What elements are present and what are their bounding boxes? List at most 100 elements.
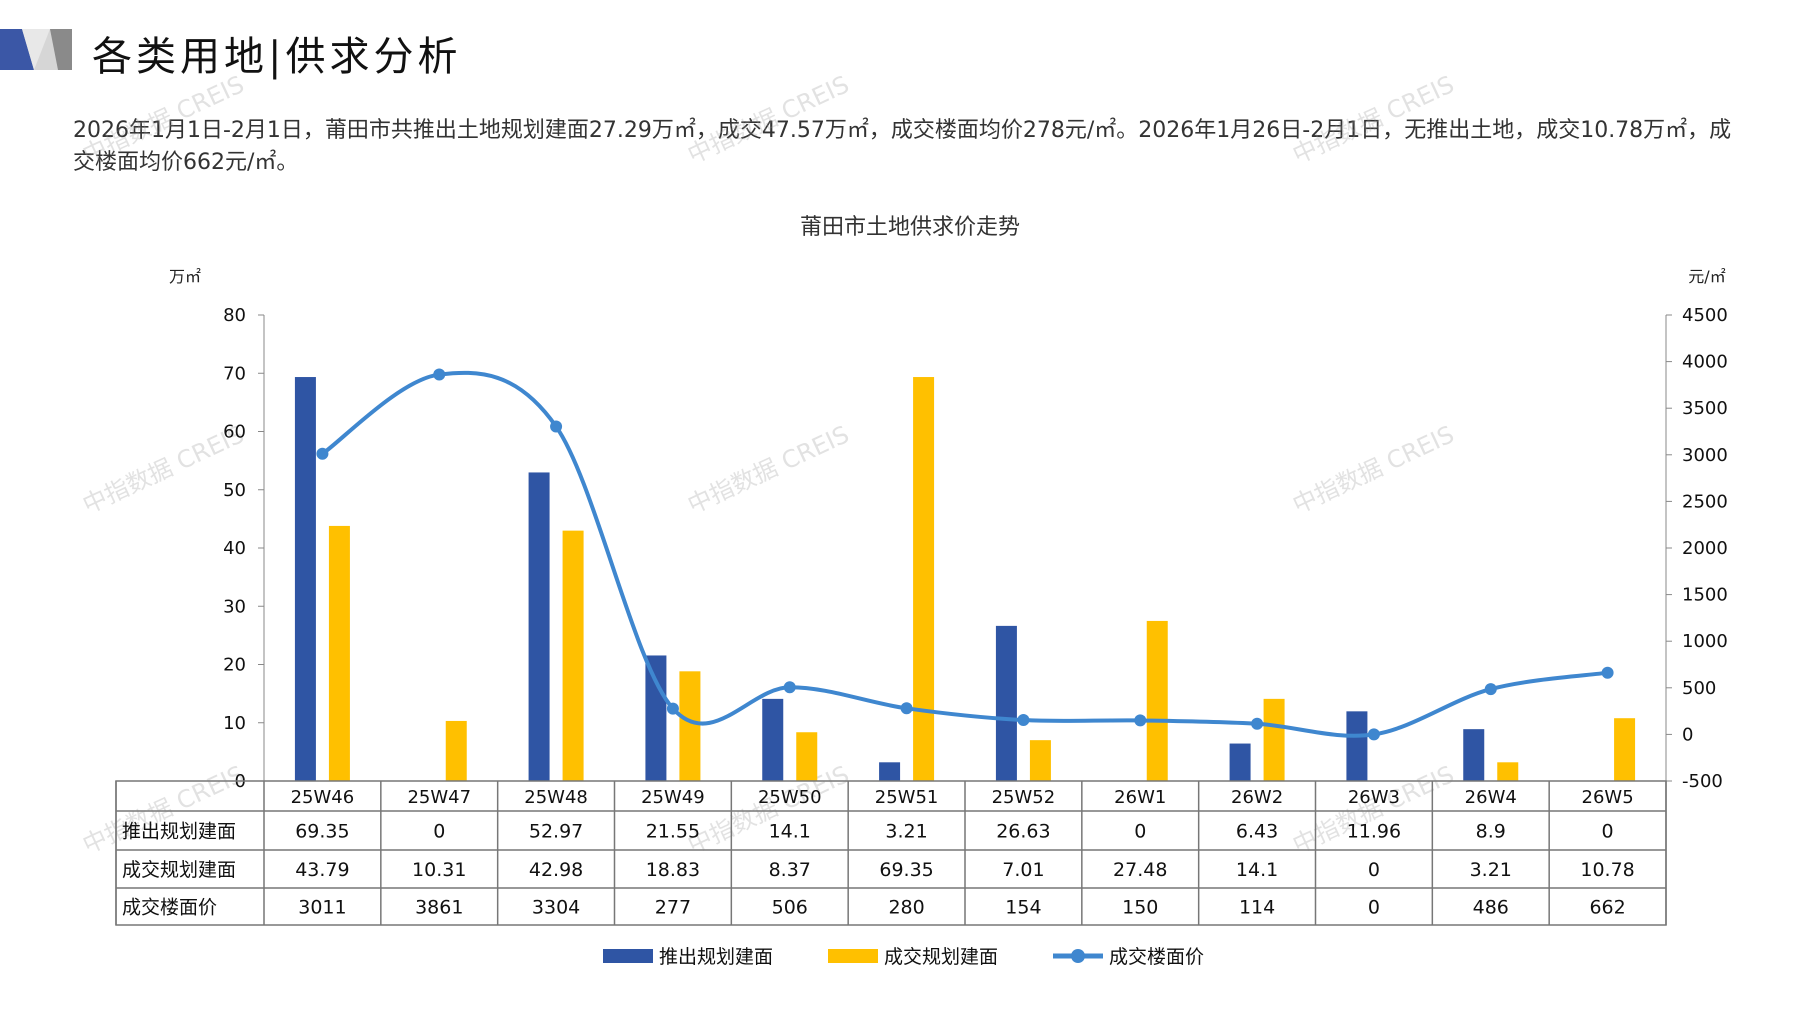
- table-cell: 11.96: [1347, 821, 1401, 843]
- bar-supply: [762, 698, 784, 781]
- left-axis-unit: 万㎡: [169, 267, 201, 286]
- table-cell: 150: [1122, 897, 1158, 919]
- page-title: 各类用地|供求分析: [92, 34, 462, 80]
- header-decoration-icon: [0, 29, 72, 70]
- table-cell: 18.83: [646, 859, 700, 881]
- price-point: [1134, 714, 1147, 727]
- category-label: 25W50: [758, 787, 822, 808]
- summary-text: 2026年1月1日-2月1日，莆田市共推出土地规划建面27.29万㎡，成交47.…: [73, 118, 1732, 175]
- left-axis-tick-label: 70: [223, 363, 246, 384]
- price-line: [321, 370, 1608, 738]
- price-point: [900, 702, 913, 715]
- left-axis-tick-label: 20: [223, 655, 246, 676]
- bar-supply: [1463, 729, 1485, 781]
- right-axis-tick-label: 2000: [1682, 538, 1728, 559]
- price-point: [1484, 683, 1497, 696]
- left-axis-tick-label: 40: [223, 538, 246, 559]
- price-point: [316, 447, 329, 460]
- bar-deal: [679, 671, 701, 781]
- table-cell: 0: [1368, 897, 1380, 919]
- table-cell: 14.1: [1236, 859, 1278, 881]
- table-cell: 3861: [415, 897, 463, 919]
- table-cell: 280: [888, 897, 924, 919]
- table-cell: 43.79: [295, 859, 349, 881]
- table-cell: 7.01: [1002, 859, 1044, 881]
- left-axis-tick-label: 30: [223, 596, 246, 617]
- left-axis-tick-label: 10: [223, 713, 246, 734]
- table-cell: 52.97: [529, 821, 583, 843]
- category-label: 25W48: [524, 787, 588, 808]
- bar-deal: [328, 525, 350, 781]
- bar-supply: [528, 472, 550, 781]
- table-cell: 3.21: [885, 821, 927, 843]
- category-label: 25W47: [407, 787, 471, 808]
- legend-swatch-supply: [603, 949, 653, 963]
- right-axis-unit: 元/㎡: [1688, 267, 1725, 286]
- bar-deal: [913, 377, 935, 781]
- category-label: 25W51: [875, 787, 939, 808]
- table-cell: 0: [1134, 821, 1146, 843]
- bar-deal: [1146, 620, 1168, 781]
- bar-supply: [1229, 743, 1251, 781]
- right-axis-tick-label: 500: [1682, 678, 1716, 699]
- table-series-label: 推出规划建面: [122, 821, 236, 843]
- bar-supply: [1346, 711, 1368, 781]
- table-cell: 486: [1473, 897, 1509, 919]
- table-cell: 277: [655, 897, 691, 919]
- category-label: 26W5: [1582, 787, 1634, 808]
- category-label: 26W3: [1348, 787, 1400, 808]
- bar-deal: [1263, 698, 1285, 781]
- table-cell: 26.63: [996, 821, 1050, 843]
- bar-deal: [1614, 718, 1636, 781]
- table-cell: 42.98: [529, 859, 583, 881]
- table-cell: 3304: [532, 897, 580, 919]
- table-cell: 27.48: [1113, 859, 1167, 881]
- price-point: [550, 420, 563, 433]
- table-cell: 10.78: [1580, 859, 1634, 881]
- category-label: 25W46: [291, 787, 355, 808]
- left-axis-tick-label: 60: [223, 422, 246, 443]
- legend-swatch-deal: [828, 949, 878, 963]
- right-axis-tick-label: 2500: [1682, 491, 1728, 512]
- bar-supply: [645, 655, 667, 781]
- price-point: [666, 702, 679, 715]
- category-label: 25W52: [992, 787, 1056, 808]
- table-cell: 8.37: [769, 859, 811, 881]
- category-label: 26W2: [1231, 787, 1283, 808]
- right-axis-tick-label: 4000: [1682, 352, 1728, 373]
- table-cell: 6.43: [1236, 821, 1278, 843]
- table-cell: 0: [433, 821, 445, 843]
- price-point: [783, 681, 796, 694]
- category-label: 26W1: [1114, 787, 1166, 808]
- table-cell: 69.35: [879, 859, 933, 881]
- bar-deal: [1029, 740, 1051, 781]
- price-point: [1367, 728, 1380, 741]
- table-cell: 8.9: [1476, 821, 1506, 843]
- right-axis-tick-label: 3500: [1682, 398, 1728, 419]
- table-cell: 0: [1368, 859, 1380, 881]
- price-point: [1017, 714, 1030, 727]
- right-axis-tick-label: 0: [1682, 724, 1693, 745]
- table-cell: 3.21: [1470, 859, 1512, 881]
- left-axis-tick-label: 50: [223, 480, 246, 501]
- table-cell: 114: [1239, 897, 1275, 919]
- table-cell: 662: [1589, 897, 1625, 919]
- right-axis-tick-label: 1000: [1682, 631, 1728, 652]
- price-point: [1251, 717, 1264, 730]
- table-cell: 506: [772, 897, 808, 919]
- legend-marker-price: [1071, 949, 1085, 963]
- table-cell: 154: [1005, 897, 1041, 919]
- bar-supply: [879, 762, 901, 781]
- category-label: 25W49: [641, 787, 705, 808]
- legend-label: 推出规划建面: [659, 946, 773, 968]
- table-cell: 69.35: [295, 821, 349, 843]
- table-cell: 14.1: [769, 821, 811, 843]
- table-cell: 0: [1602, 821, 1614, 843]
- bar-supply: [995, 625, 1017, 781]
- legend-label: 成交规划建面: [884, 946, 998, 968]
- legend-label: 成交楼面价: [1109, 946, 1204, 968]
- right-axis-tick-label: 1500: [1682, 585, 1728, 606]
- right-axis-tick-label: 3000: [1682, 445, 1728, 466]
- table-series-label: 成交楼面价: [122, 897, 217, 919]
